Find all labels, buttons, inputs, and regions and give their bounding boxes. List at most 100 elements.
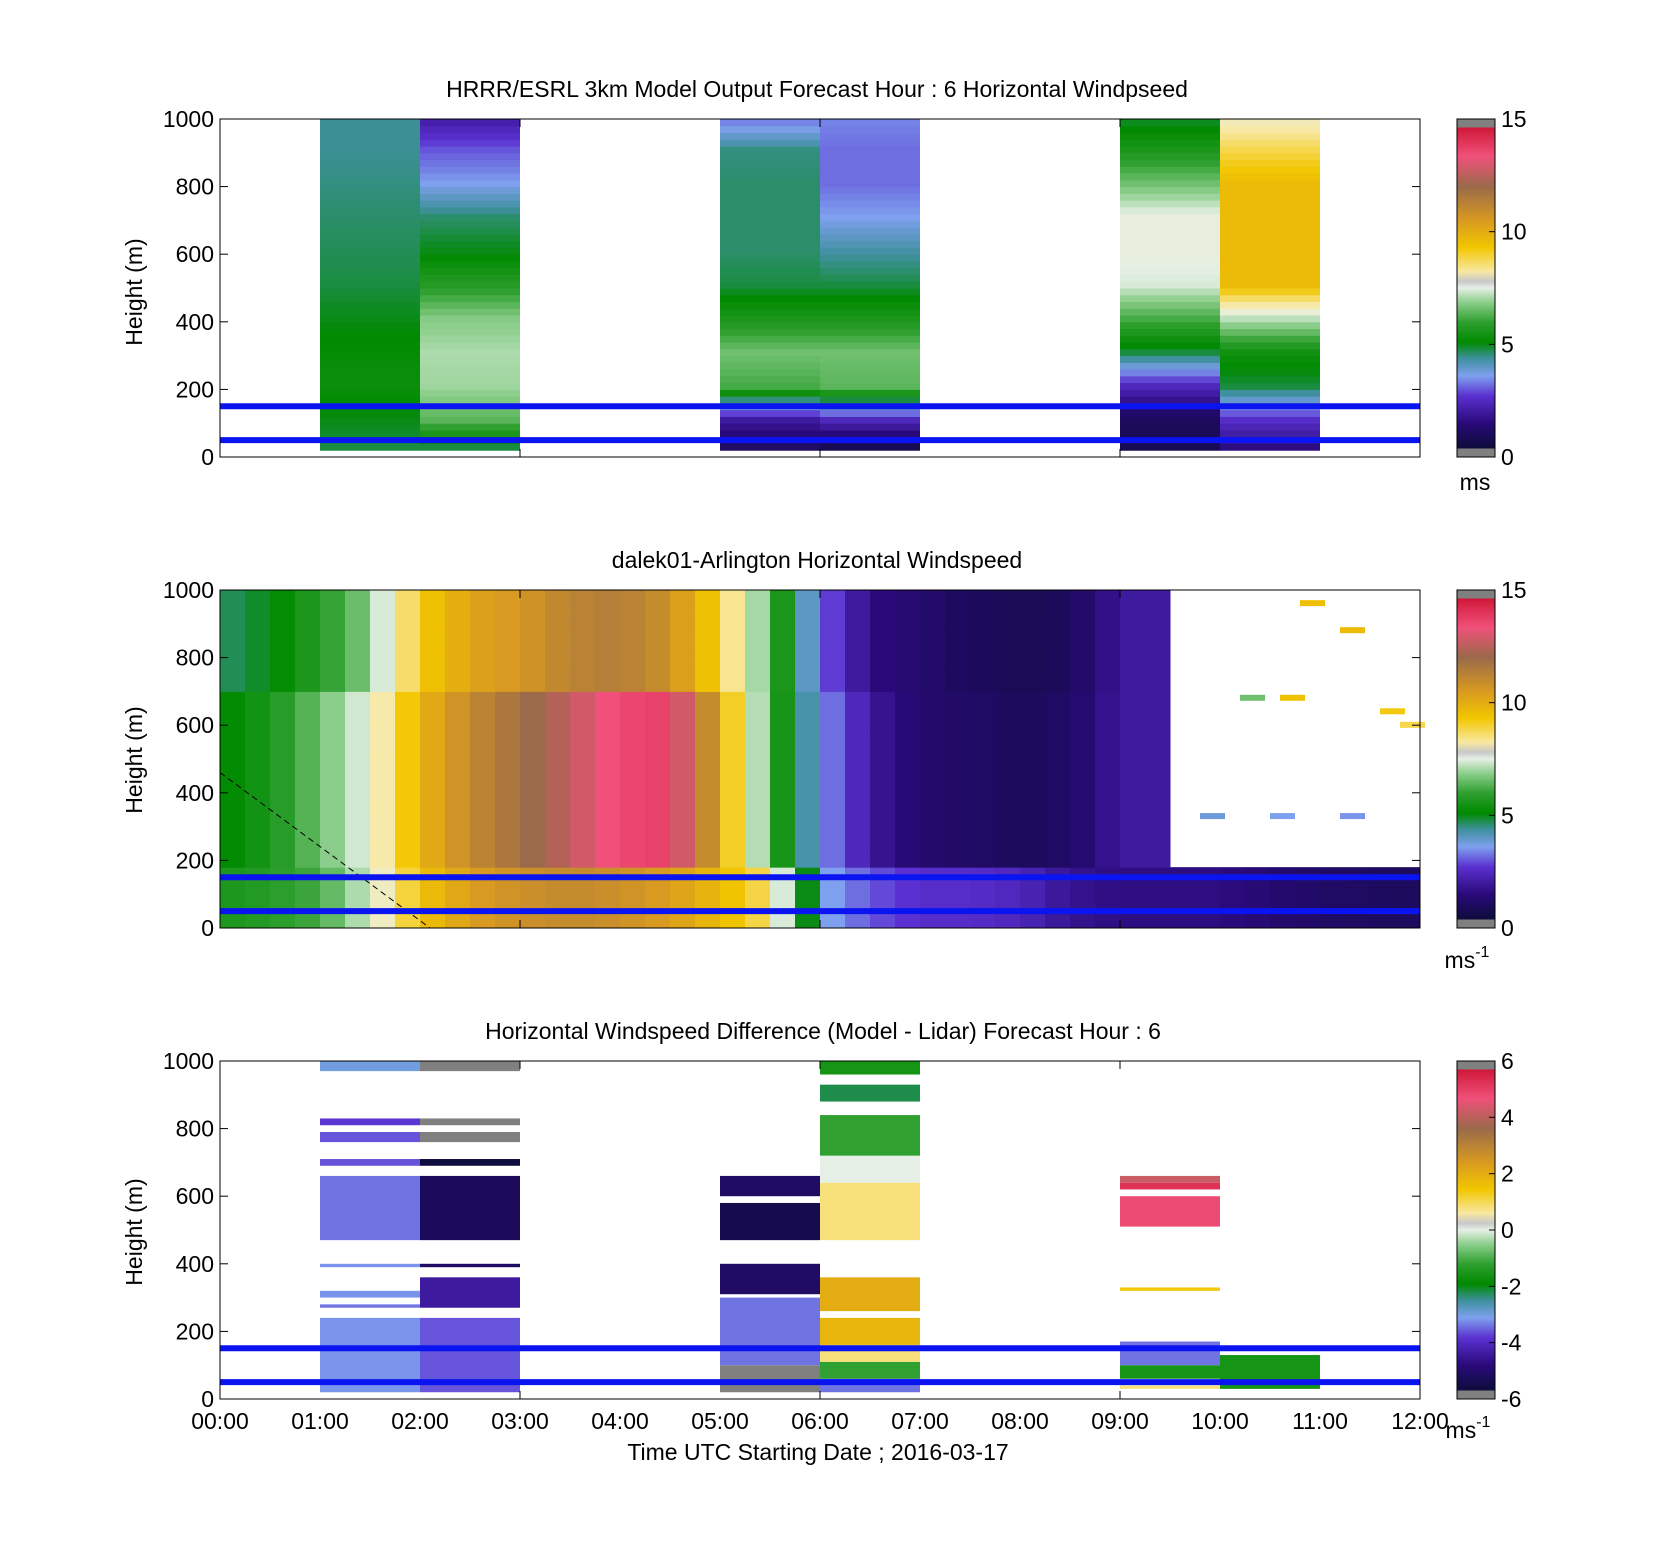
lidar-cell <box>420 772 446 780</box>
model-cell <box>820 173 920 181</box>
lidar-cell <box>820 664 846 672</box>
lidar-cell <box>745 792 771 801</box>
lidar-cell <box>1120 819 1146 828</box>
lidar-cell <box>420 840 446 848</box>
lidar-cell <box>470 650 496 659</box>
model-cell <box>420 281 520 289</box>
lidar-cell <box>595 799 621 807</box>
lidar-cell <box>845 617 871 625</box>
lidar-cell <box>1045 887 1071 895</box>
lidar-cell <box>320 921 346 929</box>
lidar-cell <box>795 671 821 679</box>
lidar-cell <box>445 826 471 834</box>
lidar-cell <box>445 603 471 611</box>
lidar-cell <box>420 887 446 895</box>
lidar-cell <box>395 650 421 659</box>
lidar-cell <box>245 644 271 652</box>
lidar-cell <box>920 596 946 605</box>
lidar-cell <box>370 860 396 868</box>
lidar-cell <box>695 813 721 821</box>
lidar-cell <box>1170 921 1196 929</box>
lidar-cell <box>770 772 796 780</box>
lidar-cell <box>995 630 1021 638</box>
lidar-cell <box>320 704 346 713</box>
lidar-cell <box>995 826 1021 834</box>
lidar-cell <box>970 630 996 638</box>
lidar-cell <box>495 880 521 888</box>
lidar-cell <box>220 650 246 659</box>
lidar-cell <box>495 590 521 598</box>
lidar-cell <box>345 900 371 909</box>
lidar-cell <box>395 637 421 645</box>
lidar-cell <box>495 792 521 801</box>
model-cell <box>320 119 420 127</box>
lidar-cell <box>920 745 946 753</box>
lidar-cell <box>370 623 396 632</box>
lidar-cell <box>970 792 996 801</box>
lidar-cell <box>695 880 721 888</box>
lidar-cell <box>545 792 571 801</box>
lidar-cell <box>1395 914 1421 922</box>
lidar-cell <box>220 819 246 828</box>
lidar-cell <box>495 698 521 706</box>
model-cell <box>820 416 920 424</box>
lidar-cell <box>470 867 496 875</box>
lidar-cell <box>1020 840 1046 848</box>
lidar-cell <box>720 826 746 834</box>
lidar-cell <box>520 731 546 740</box>
lidar-cell <box>270 725 296 733</box>
lidar-cell <box>320 617 346 625</box>
lidar-cell <box>1095 826 1121 834</box>
lidar-cell <box>445 765 471 774</box>
lidar-cell <box>270 799 296 807</box>
lidar-cell <box>945 867 971 875</box>
model-cell <box>320 301 420 309</box>
lidar-cell <box>920 900 946 909</box>
model-cell <box>820 423 920 431</box>
lidar-cell <box>1270 887 1296 895</box>
model-cell <box>1120 423 1220 431</box>
lidar-cell <box>1020 867 1046 875</box>
x-tick-label: 00:00 <box>191 1408 249 1434</box>
lidar-windspeed-panel: dalek01-Arlington Horizontal Windspeed H… <box>121 547 1527 973</box>
y-tick-label: 1000 <box>163 106 214 132</box>
model-cell <box>720 409 820 417</box>
model-cell <box>420 166 520 174</box>
lidar-cell <box>720 880 746 888</box>
lidar-cell <box>1145 765 1171 774</box>
lidar-cell <box>1145 826 1171 834</box>
lidar-cell <box>420 623 446 632</box>
lidar-cell <box>1120 860 1146 868</box>
lidar-cell <box>420 677 446 686</box>
lidar-cell <box>695 887 721 895</box>
lidar-cell <box>895 630 921 638</box>
lidar-cell <box>920 671 946 679</box>
lidar-cell <box>820 698 846 706</box>
x-axis: 00:00 01:00 02:00 03:00 04:00 05:00 06:00 07:00… <box>191 1061 1449 1434</box>
lidar-cell <box>395 725 421 733</box>
lidar-cell <box>695 657 721 665</box>
lidar-cell <box>420 603 446 611</box>
lidar-cell <box>820 765 846 774</box>
lidar-cell <box>1045 644 1071 652</box>
lidar-cell <box>895 738 921 746</box>
lidar-cell <box>870 765 896 774</box>
lidar-cell <box>370 637 396 645</box>
lidar-cell <box>295 772 321 780</box>
lidar-cell <box>870 698 896 706</box>
lidar-cell <box>295 650 321 659</box>
model-cell <box>320 200 420 208</box>
lidar-cell <box>1145 752 1171 760</box>
lidar-cell <box>845 887 871 895</box>
lidar-cell <box>895 880 921 888</box>
model-cell <box>1120 288 1220 296</box>
lidar-cell <box>770 698 796 706</box>
lidar-cell <box>920 704 946 713</box>
lidar-cell <box>320 813 346 821</box>
lidar-cell <box>420 637 446 645</box>
lidar-cell <box>745 914 771 922</box>
model-cell <box>320 396 420 404</box>
lidar-cell <box>770 671 796 679</box>
